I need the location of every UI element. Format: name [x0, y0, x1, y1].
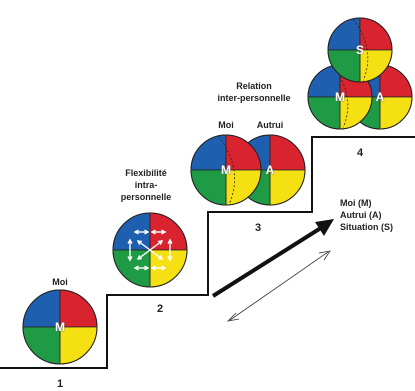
- step-4-situation-circle-overlap-dashes: [353, 19, 369, 81]
- step-4-label-line-1: Relation: [236, 81, 272, 91]
- step-number-3: 3: [255, 222, 261, 234]
- step-4-situation-circle: S: [327, 17, 393, 83]
- step-4-situation-circle-letter: S: [356, 43, 364, 57]
- step-4-label-line-2: inter-personnelle: [217, 93, 290, 103]
- staircase-line: [0, 136, 415, 369]
- step-number-4: 4: [357, 147, 364, 159]
- step-1-label: Moi: [52, 277, 68, 287]
- step-3-moi-circle: M: [190, 134, 262, 206]
- step-1-moi-circle: M: [22, 289, 98, 365]
- step-number-2: 2: [157, 303, 163, 315]
- progress-arrow-icon: [211, 219, 334, 298]
- legend-situation: Situation (S): [340, 222, 393, 232]
- step-3-moi-circle-outline: [190, 134, 262, 206]
- step-2-label-line-3: personnelle: [121, 192, 172, 202]
- step-2-label-line-2: intra-: [135, 180, 158, 190]
- step-4-autrui-circle-letter: A: [376, 90, 385, 104]
- step-1-moi-circle-red-quadrant: [59, 289, 98, 328]
- legend-autrui: Autrui (A): [340, 210, 382, 220]
- step-1-moi-circle-outline: [22, 289, 98, 365]
- step-4-situation-circle-outline: [327, 17, 393, 83]
- double-arrow-icon: [226, 250, 331, 322]
- step-3-moi-circle-overlap-dashes: [218, 136, 235, 204]
- step-4-moi-circle-letter: M: [335, 90, 345, 104]
- step-3-label-moi: Moi: [218, 120, 234, 130]
- bidirectional-arrows-icon: [127, 229, 173, 271]
- step-3-autrui-circle-letter: A: [266, 163, 275, 177]
- step-2-flexibility-circle: [112, 212, 188, 288]
- circles-layer: M A M A M S: [22, 17, 413, 365]
- legend-moi: Moi (M): [340, 198, 372, 208]
- step-1-moi-circle-letter: M: [55, 320, 65, 334]
- step-number-1: 1: [57, 378, 63, 390]
- step-2-flexibility-circle-outline: [112, 212, 188, 288]
- step-4-moi-circle-overlap-dashes: [333, 66, 349, 128]
- step-3-label-autrui: Autrui: [257, 120, 284, 130]
- step-1-moi-circle-yellow-quadrant: [59, 326, 98, 365]
- step-3-moi-circle-letter: M: [221, 163, 231, 177]
- step-2-label-line-1: Flexibilité: [125, 168, 167, 178]
